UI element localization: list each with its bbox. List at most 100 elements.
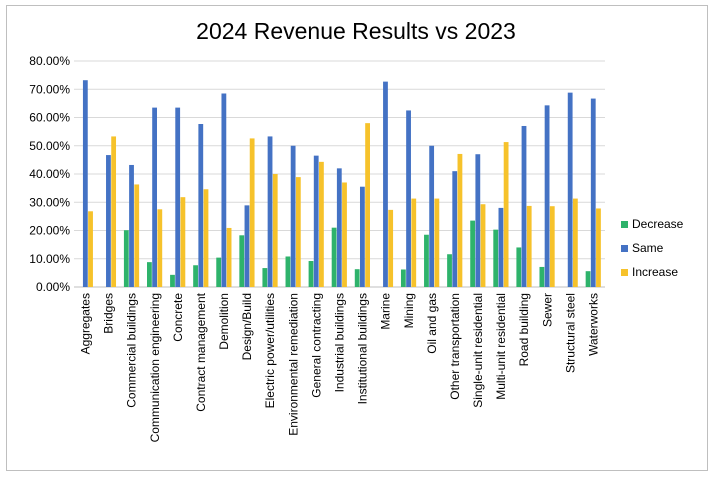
bar-increase <box>272 174 278 287</box>
bar-increase <box>526 205 532 287</box>
x-tick-label: Road building <box>517 293 531 366</box>
bar-same <box>313 155 319 287</box>
bar-decrease <box>239 235 245 287</box>
bar-increase <box>480 204 486 287</box>
bar-increase <box>365 123 370 288</box>
y-tick-label: 30.00% <box>29 195 70 209</box>
y-axis-ticks: 0.00% 10.00% 20.00% 30.00% 40.00% 50.00% 60.00… <box>29 54 70 294</box>
bar-decrease <box>285 256 291 287</box>
x-tick-label: Institutional buildings <box>356 293 370 404</box>
bar-decrease <box>447 254 452 287</box>
bar-same <box>452 171 458 287</box>
x-tick-label: Multi-unit residential <box>494 293 508 400</box>
legend-label-same: Same <box>632 241 664 255</box>
chart-frame: 2024 Revenue Results vs 2023 0.00% 10.00%… <box>6 5 708 471</box>
bar-increase <box>249 138 255 287</box>
bar-same <box>383 81 388 288</box>
bar-increase <box>319 161 324 287</box>
x-tick-label: Structural steel <box>563 293 577 373</box>
bar-same <box>82 80 88 288</box>
bar-decrease <box>470 220 476 287</box>
bars <box>82 80 601 288</box>
bar-same <box>336 168 342 287</box>
bar-same <box>406 110 411 287</box>
bar-increase <box>411 198 417 287</box>
bar-same <box>129 164 134 287</box>
bar-decrease <box>193 265 198 287</box>
bar-same <box>521 125 527 287</box>
bar-increase <box>88 211 93 287</box>
bar-decrease <box>585 271 591 287</box>
bar-increase <box>434 198 440 287</box>
bar-increase <box>596 208 601 287</box>
bar-increase <box>295 177 301 287</box>
bar-same <box>498 207 504 287</box>
y-tick-label: 80.00% <box>29 54 70 68</box>
x-tick-label: Aggregates <box>79 293 93 354</box>
legend: Decrease Same Increase <box>621 217 684 279</box>
x-tick-label: General contracting <box>309 293 323 398</box>
x-tick-label: Communication engineering <box>148 293 162 442</box>
y-tick-label: 70.00% <box>29 82 70 96</box>
x-tick-label: Waterworks <box>586 293 600 356</box>
y-tick-label: 40.00% <box>29 167 70 181</box>
legend-swatch-increase <box>621 269 628 276</box>
bar-decrease <box>170 274 175 287</box>
bar-same <box>221 93 227 288</box>
x-tick-label: Marine <box>379 293 393 330</box>
bar-decrease <box>308 261 314 287</box>
bar-decrease <box>493 229 499 287</box>
bar-increase <box>388 209 394 287</box>
bar-same <box>198 124 204 287</box>
bar-decrease <box>216 257 222 287</box>
x-tick-label: Single-unit residential <box>471 293 485 408</box>
x-tick-label: Electric power/utilities <box>263 293 277 408</box>
bar-decrease <box>331 227 337 287</box>
y-tick-label: 50.00% <box>29 139 70 153</box>
y-tick-label: 20.00% <box>29 224 70 238</box>
bar-decrease <box>539 266 545 287</box>
bar-increase <box>503 142 509 287</box>
x-axis-ticks: Aggregates Bridges Commercial buildings Com… <box>79 292 601 442</box>
bar-decrease <box>516 247 522 287</box>
x-tick-label: Other transportation <box>448 293 462 400</box>
x-tick-label: Design/Build <box>240 293 254 360</box>
bar-increase <box>457 153 463 287</box>
x-tick-label: Concrete <box>171 293 185 342</box>
bar-same <box>590 98 596 287</box>
bar-same <box>267 136 273 287</box>
bar-same <box>152 107 157 287</box>
bar-same <box>106 155 111 287</box>
x-tick-label: Contract management <box>194 292 208 411</box>
bar-same <box>475 154 481 287</box>
legend-label-increase: Increase <box>632 265 678 279</box>
bar-increase <box>226 227 232 287</box>
bar-decrease <box>147 262 152 287</box>
y-tick-label: 60.00% <box>29 111 70 125</box>
bar-same <box>544 105 550 287</box>
chart-title: 2024 Revenue Results vs 2023 <box>196 18 516 44</box>
x-tick-label: Environmental remediation <box>286 293 300 436</box>
legend-swatch-decrease <box>621 221 628 228</box>
x-tick-label: Mining <box>402 293 416 328</box>
legend-swatch-same <box>621 245 628 252</box>
y-tick-label: 0.00% <box>36 280 70 294</box>
bar-increase <box>342 182 347 287</box>
bar-decrease <box>354 269 360 287</box>
bar-decrease <box>123 230 129 287</box>
x-tick-label: Industrial buildings <box>333 293 347 392</box>
x-tick-label: Commercial buildings <box>125 293 139 408</box>
x-tick-label: Sewer <box>540 293 554 327</box>
bar-increase <box>572 198 578 287</box>
bar-same <box>359 186 365 287</box>
revenue-chart: 2024 Revenue Results vs 2023 0.00% 10.00%… <box>29 18 684 442</box>
bar-decrease <box>262 268 268 287</box>
bar-same <box>175 107 181 287</box>
bar-same <box>290 145 296 287</box>
bar-increase <box>203 189 209 287</box>
bar-same <box>567 92 573 287</box>
y-tick-label: 10.00% <box>29 252 70 266</box>
bar-same <box>244 205 250 287</box>
bar-increase <box>134 184 140 287</box>
x-tick-label: Oil and gas <box>425 293 439 354</box>
